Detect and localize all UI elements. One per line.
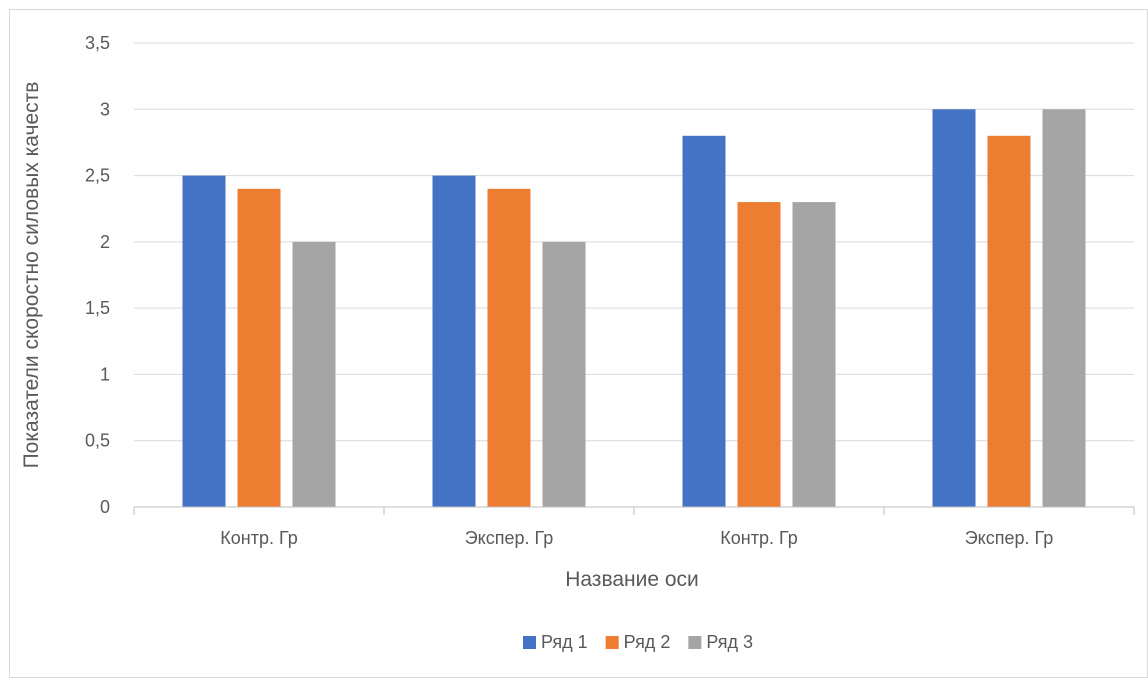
y-tick-label: 0,5 — [85, 431, 110, 451]
bar-series-1 — [182, 175, 226, 508]
y-axis-title: Показатели скоростно силовых качеств — [20, 82, 43, 469]
y-tick-label: 1 — [100, 364, 110, 384]
bar-series-3 — [292, 241, 336, 507]
y-tick-label: 2 — [100, 232, 110, 252]
y-tick-label: 3,5 — [85, 33, 110, 53]
x-tick-label: Экспер. Гр — [965, 528, 1054, 548]
bar-series-3 — [542, 241, 586, 507]
y-tick-label: 0 — [100, 497, 110, 517]
y-tick-label: 3 — [100, 99, 110, 119]
x-tick-label: Контр. Гр — [720, 528, 797, 548]
bars — [182, 109, 1086, 508]
bar-series-2 — [487, 188, 531, 508]
axes — [133, 506, 1135, 515]
x-tick-label: Контр. Гр — [220, 528, 297, 548]
legend-label: Ряд 3 — [706, 632, 753, 652]
bar-series-1 — [682, 135, 726, 508]
legend-item-2: Ряд 2 — [605, 632, 671, 652]
legend-swatch — [605, 636, 619, 649]
bar-series-3 — [1042, 109, 1086, 508]
x-tick-labels: Контр. Гр Экспер. Гр Контр. Гр Экспер. Гр — [220, 528, 1053, 548]
x-axis-title: Название оси — [565, 568, 699, 591]
legend: Ряд 1 Ряд 2 Ряд 3 — [522, 632, 753, 652]
bar-series-2 — [237, 188, 281, 508]
y-tick-labels: 0 0,5 1 1,5 2 2,5 3 3,5 — [85, 33, 110, 517]
legend-swatch — [522, 636, 536, 649]
x-tick-label: Экспер. Гр — [465, 528, 554, 548]
legend-label: Ряд 2 — [624, 632, 671, 652]
y-tick-label: 1,5 — [85, 298, 110, 318]
legend-swatch — [688, 636, 702, 649]
bar-series-2 — [987, 135, 1031, 508]
legend-item-1: Ряд 1 — [522, 632, 588, 652]
legend-item-3: Ряд 3 — [688, 632, 753, 652]
bar-series-1 — [432, 175, 476, 508]
legend-label: Ряд 1 — [541, 632, 588, 652]
bar-series-3 — [792, 202, 836, 508]
bar-series-2 — [737, 202, 781, 508]
y-tick-label: 2,5 — [85, 166, 110, 186]
bar-series-1 — [932, 109, 976, 508]
